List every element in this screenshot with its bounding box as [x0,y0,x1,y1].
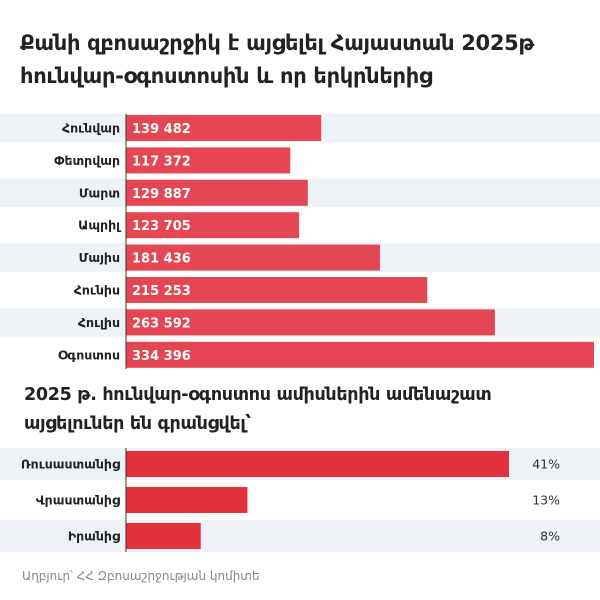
bar [126,277,428,303]
value-label: 13% [532,493,560,508]
value-label: 123 705 [132,219,191,234]
category-label: Ռուսաստանից [21,457,120,472]
category-label: Հունիս [74,283,120,298]
bar [126,523,201,549]
category-label: Ապրիլ [78,218,122,233]
bar [126,212,300,239]
value-label: 334 396 [132,349,191,364]
bar [126,179,308,206]
category-label: Իրանից [68,529,120,544]
value-label: 8% [540,529,560,544]
bar [126,487,248,513]
value-label: 263 592 [132,316,191,331]
value-label: 41% [532,457,560,472]
bar [126,115,322,141]
category-label: Փետրվար [54,153,120,168]
category-label: Հունվար [62,121,120,136]
value-label: 117 372 [132,154,191,169]
value-label: 139 482 [132,122,191,137]
category-label: Հուլիս [78,315,120,330]
category-label: Օգոստոս [58,347,120,362]
chart-subtitle: 2025 թ. հունվար-օգոստոս ամիսներին ամենաշ… [24,385,492,434]
bar [126,147,291,174]
category-label: Մարտ [79,185,120,200]
value-label: 129 887 [132,187,191,202]
row-stripe [0,520,600,552]
source-note: Աղբյուր՝ ՀՀ Զբոսաշրջության կոմիտե [22,569,260,583]
bar [126,309,495,336]
bar [126,341,594,368]
category-label: Վրաստանից [36,493,120,508]
value-label: 181 436 [132,252,191,267]
category-label: Մայիս [79,250,120,265]
bar [126,244,380,271]
chart-title: Քանի զբոսաշրջիկ է այցելել Հայաստան 2025թ… [20,31,535,88]
bar [126,451,509,477]
value-label: 215 253 [132,284,191,299]
